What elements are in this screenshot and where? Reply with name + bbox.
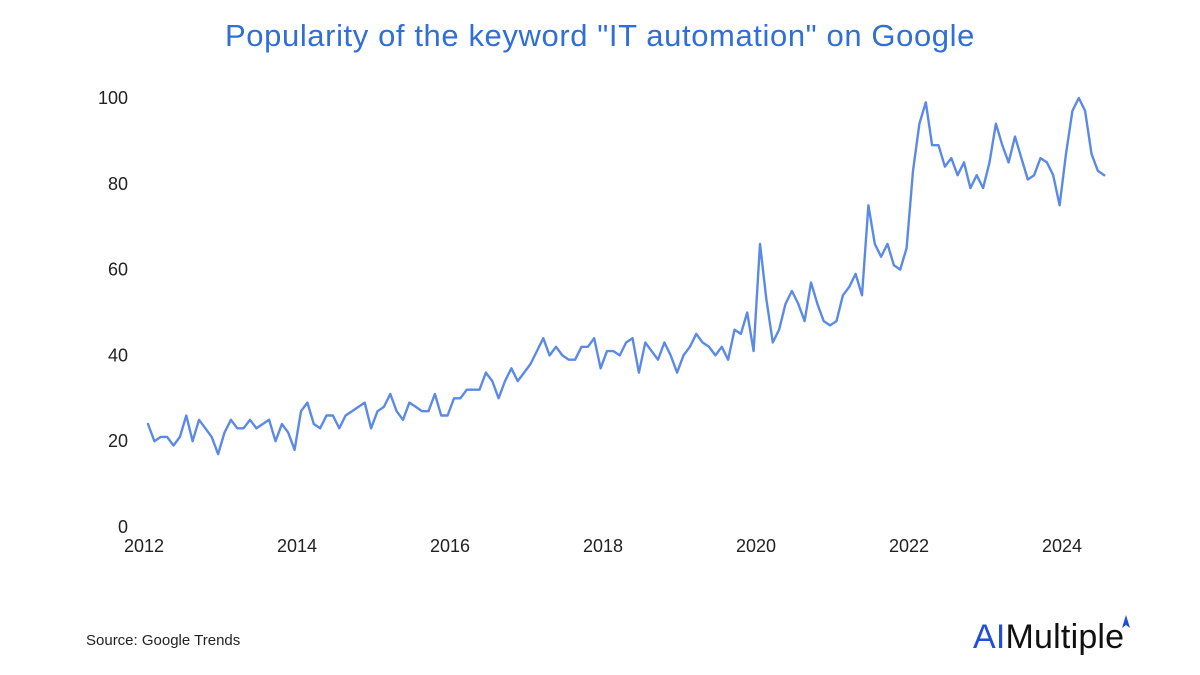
logo-mark-icon — [1122, 615, 1130, 628]
y-tick-label: 40 — [108, 345, 128, 365]
y-tick-label: 0 — [118, 517, 128, 537]
line-chart: 0 20 40 60 80 100 2012 2014 2016 2018 2020 2022 202… — [98, 88, 1106, 556]
series-line — [146, 96, 1106, 456]
brand-logo-prefix: AI — [973, 618, 1006, 656]
source-note: Source: Google Trends — [86, 632, 241, 649]
x-tick-label: 2014 — [277, 536, 317, 556]
series-group — [146, 96, 1106, 456]
x-tick-label: 2022 — [889, 536, 929, 556]
x-tick-label: 2012 — [124, 536, 164, 556]
brand-logo: AIMultiple — [973, 618, 1124, 657]
y-tick-label: 60 — [108, 260, 128, 280]
chart-title: Popularity of the keyword "IT automation… — [225, 18, 975, 53]
y-tick-label: 80 — [108, 174, 128, 194]
x-axis: 2012 2014 2016 2018 2020 2022 2024 — [124, 536, 1082, 556]
x-tick-label: 2018 — [583, 536, 623, 556]
x-tick-label: 2024 — [1042, 536, 1082, 556]
x-tick-label: 2020 — [736, 536, 776, 556]
y-axis: 0 20 40 60 80 100 — [98, 88, 128, 537]
y-tick-label: 20 — [108, 431, 128, 451]
brand-logo-suffix: Multiple — [1005, 618, 1125, 656]
x-tick-label: 2016 — [430, 536, 470, 556]
y-tick-label: 100 — [98, 88, 128, 108]
